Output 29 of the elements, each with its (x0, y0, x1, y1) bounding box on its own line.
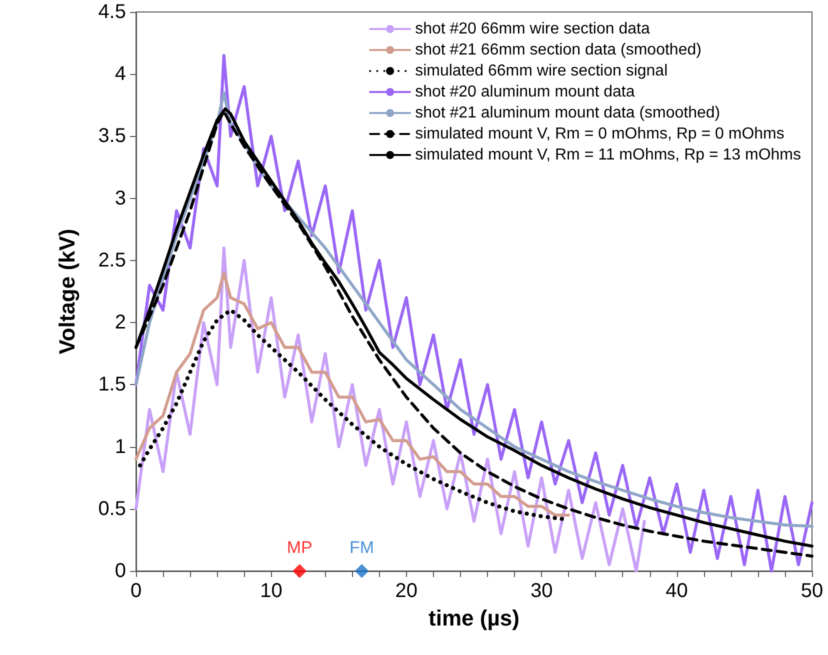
x-tick-label: 50 (800, 580, 824, 602)
y-tick-label: 0.5 (98, 498, 126, 520)
x-axis-title: time (µs) (428, 606, 520, 630)
x-tick-label: 20 (395, 580, 418, 602)
y-tick-label: 1 (114, 436, 126, 458)
y-tick-label: 2 (114, 312, 126, 334)
x-tick-label: 30 (530, 580, 553, 602)
legend-label: simulated 66mm wire section signal (415, 62, 668, 80)
line-series (138, 308, 564, 521)
legend-label: shot #21 66mm section data (smoothed) (415, 42, 702, 58)
y-tick-label: 4 (114, 63, 126, 86)
x-tick-label: 10 (260, 580, 282, 602)
x-tick-label: 0 (130, 580, 142, 602)
line-series (134, 271, 570, 517)
y-tick-label: 1.5 (98, 374, 126, 396)
series-label: MP (286, 538, 312, 557)
y-tick-label: 3 (114, 187, 126, 210)
legend-label: simulated mount V, Rm = 0 mOhms, Rp = 0 mOhms (415, 126, 784, 142)
y-tick-label: 0 (114, 560, 126, 582)
y-tick-label: 4.5 (98, 1, 126, 23)
legend-label: shot #20 aluminum mount data (415, 84, 635, 100)
y-tick-label: 2.5 (98, 249, 126, 272)
x-tick-label: 40 (666, 580, 688, 602)
legend-label: shot #20 66mm wire section data (415, 20, 650, 38)
legend-label: simulated mount V, Rm = 11 mOhms, Rp = 13 mOhms (415, 146, 801, 164)
legend-label: shot #21 aluminum mount data (smoothed) (415, 104, 720, 122)
y-tick-label: 3.5 (98, 125, 126, 148)
y-axis-title: Voltage (kV) (54, 228, 80, 354)
series-label: FM (350, 538, 374, 557)
